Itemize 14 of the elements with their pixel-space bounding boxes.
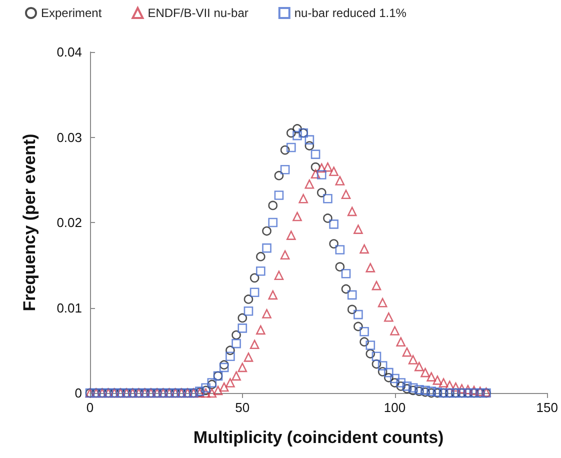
x-tick-label: 150	[536, 400, 558, 415]
y-axis-title: Frequency (per event)	[20, 134, 39, 312]
legend-label: ENDF/B-VII nu-bar	[148, 6, 248, 20]
y-tick-label: 0	[74, 386, 82, 400]
legend-label: Experiment	[41, 6, 102, 20]
x-axis-title: Multiplicity (coincident counts)	[193, 428, 444, 447]
y-tick-label: 0.03	[56, 130, 82, 145]
x-tick-label: 50	[235, 400, 250, 415]
y-tick-label: 0.01	[56, 300, 82, 316]
y-tick-label: 0.02	[56, 215, 82, 230]
y-tick-label: 0.04	[56, 44, 82, 60]
x-tick-label: 100	[384, 400, 406, 415]
x-tick-label: 0	[86, 400, 94, 415]
legend-label: nu-bar reduced 1.1%	[294, 6, 407, 20]
